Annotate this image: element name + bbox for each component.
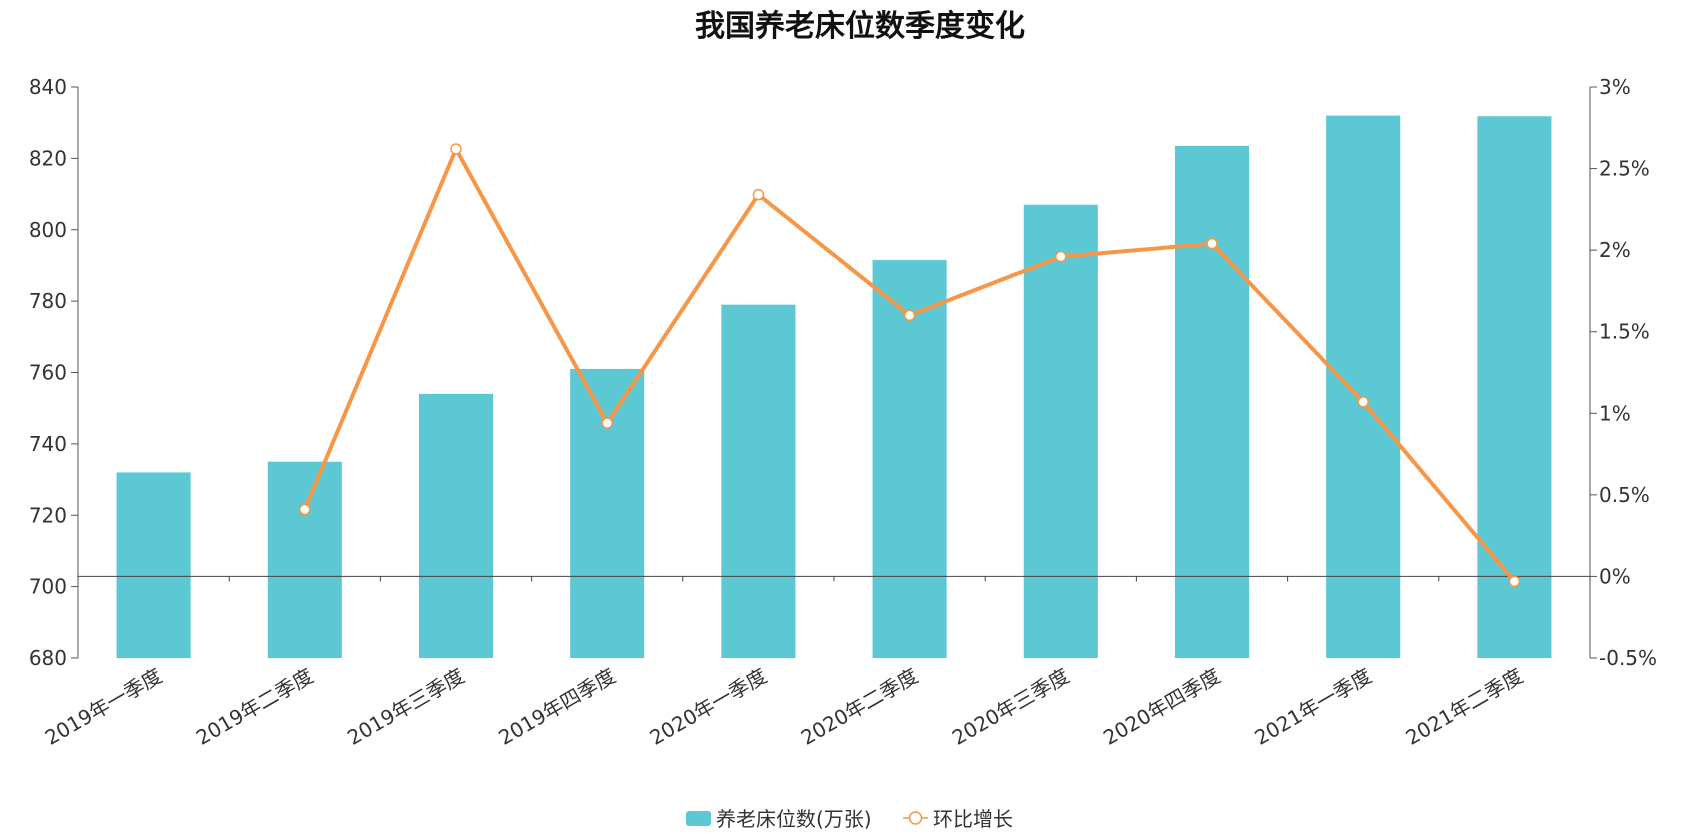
y2-tick-label: 2.5% (1599, 157, 1650, 181)
y-tick-label: 820 (29, 146, 67, 170)
line-point (450, 143, 462, 155)
line-point (299, 503, 311, 516)
bar (1174, 145, 1250, 658)
bar (267, 461, 342, 658)
bar (1023, 204, 1098, 659)
x-tick-label: 2020年四季度 (1099, 664, 1224, 750)
legend-label-bar: 养老床位数(万张) (716, 807, 872, 831)
bar (418, 393, 494, 658)
y-tick-label: 760 (29, 361, 67, 385)
legend-label-line: 环比增长 (933, 807, 1013, 831)
x-tick-label: 2019年三季度 (343, 664, 468, 750)
chart-title: 我国养老床位数季度变化 (695, 9, 1025, 44)
y2-tick-label: 1.5% (1599, 320, 1650, 344)
line-point (1055, 250, 1067, 263)
y-tick-label: 700 (29, 575, 67, 599)
y2-tick-label: 2% (1599, 238, 1631, 262)
y-tick-label: 780 (29, 289, 67, 313)
y-tick-label: 840 (29, 75, 67, 99)
bar (721, 304, 796, 658)
bar (872, 260, 947, 658)
legend-swatch-marker (908, 811, 923, 825)
x-tick-label: 2021年一季度 (1250, 664, 1375, 750)
line-point (1508, 575, 1521, 588)
bar (1326, 115, 1401, 659)
y2-tick-label: -0.5% (1599, 646, 1657, 670)
y2-tick-label: 3% (1599, 75, 1631, 99)
legend: 养老床位数(万张) 环比增长 (686, 807, 1013, 831)
x-tick-label: 2020年二季度 (797, 664, 922, 750)
line-point (601, 417, 613, 429)
x-tick-label: 2020年一季度 (646, 664, 771, 750)
x-tick-label: 2019年一季度 (41, 664, 166, 750)
y-tick-label: 800 (29, 218, 67, 242)
y2-tick-label: 0% (1599, 564, 1631, 588)
x-tick-label: 2021年二季度 (1402, 664, 1527, 750)
x-tick-label: 2019年四季度 (494, 664, 619, 750)
x-tick-label: 2020年三季度 (948, 664, 1073, 750)
bar (116, 472, 191, 658)
y-tick-label: 740 (29, 432, 67, 456)
plot-area: 680 700 720 740 760 780 800 820 840 -0.5% 0% 0.5% 1%… (29, 75, 1657, 750)
legend-swatch-bar (686, 811, 711, 826)
line-point (1206, 237, 1218, 250)
y2-tick-label: 1% (1599, 401, 1631, 425)
line-point (903, 309, 916, 322)
line-point (1357, 396, 1369, 408)
y-tick-label: 720 (29, 503, 67, 527)
y2-tick-label: 0.5% (1599, 483, 1650, 507)
line-point (752, 188, 765, 201)
x-tick-label: 2019年二季度 (192, 664, 317, 750)
y-tick-label: 680 (29, 646, 67, 670)
bar (570, 368, 645, 658)
bar (1477, 116, 1552, 659)
